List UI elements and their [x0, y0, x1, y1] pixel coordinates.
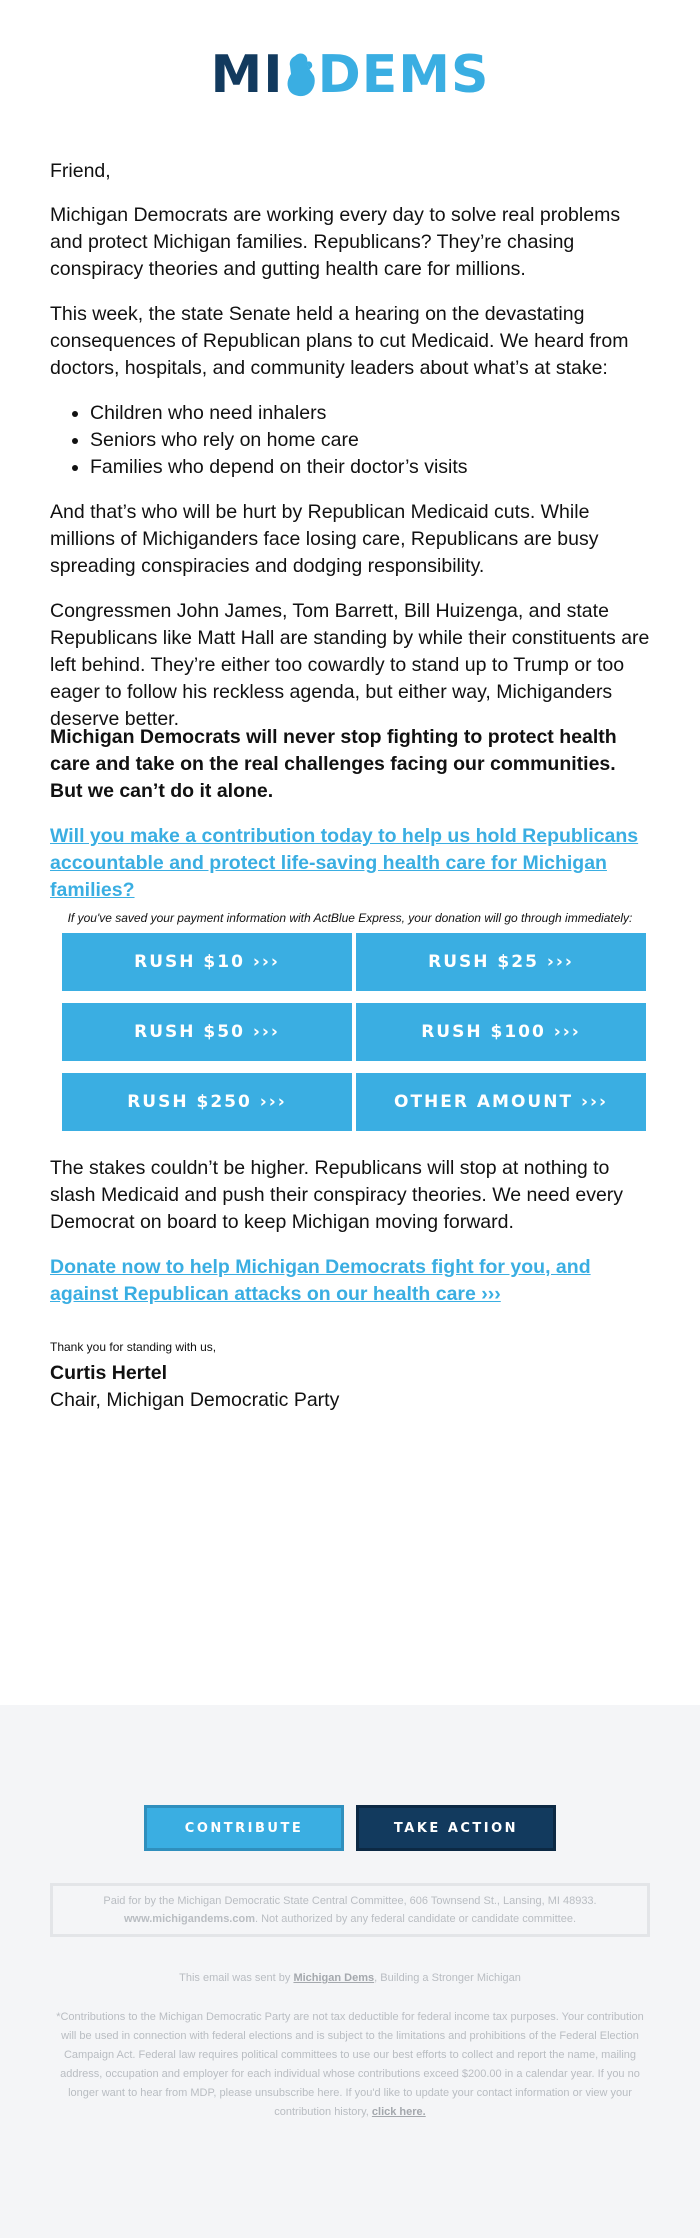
paragraph-2: This week, the state Senate held a heari…: [50, 303, 629, 379]
paid-for-disclaimer: Paid for by the Michigan Democratic Stat…: [50, 1883, 650, 1937]
click-here-link[interactable]: click here.: [371, 2106, 426, 2118]
paragraph-5-bold: Michigan Democrats will never stop fight…: [50, 726, 617, 802]
signature-name: Curtis Hertel: [50, 1362, 168, 1384]
sent-by-suffix: , Building a Stronger Michigan: [374, 1972, 521, 1984]
thank-you-line: Thank you for standing with us,: [50, 1340, 217, 1354]
paragraph-3: And that’s who will be hurt by Republica…: [50, 501, 599, 577]
disclaimer-text: *Contributions to the Michigan Democrati…: [56, 2011, 644, 2118]
sent-by-prefix: This email was sent by: [179, 1972, 294, 1984]
michigan-dems-link[interactable]: Michigan Dems: [293, 1972, 375, 1984]
email-footer: CONTRIBUTE TAKE ACTION Paid for by the M…: [0, 1705, 700, 2238]
paragraph-6: The stakes couldn’t be higher. Republica…: [50, 1157, 624, 1233]
michigan-mitten-icon: [287, 53, 315, 97]
contribution-link-paragraph: Will you make a contribution today to he…: [50, 823, 650, 904]
donate-link-paragraph: Donate now to help Michigan Democrats fi…: [50, 1254, 650, 1308]
greeting: Friend,: [50, 160, 111, 182]
bullet-list: Children who need inhalers Seniors who r…: [50, 400, 468, 481]
take-action-button[interactable]: TAKE ACTION: [356, 1805, 556, 1851]
paid-for-text-2: . Not authorized by any federal candidat…: [254, 1913, 577, 1925]
rush-100-button[interactable]: RUSH $100 ›››: [356, 1003, 646, 1061]
legal-disclaimer: *Contributions to the Michigan Democrati…: [50, 2008, 650, 2122]
website-text: www.michigandems.com: [123, 1913, 255, 1925]
rush-250-button[interactable]: RUSH $250 ›››: [62, 1073, 352, 1131]
contribution-link[interactable]: Will you make a contribution today to he…: [50, 825, 639, 901]
rush-25-button[interactable]: RUSH $25 ›››: [356, 933, 646, 991]
paid-for-text: Paid for by the Michigan Democratic Stat…: [103, 1895, 597, 1907]
contribute-button[interactable]: CONTRIBUTE: [144, 1805, 344, 1851]
logo-mi-text: MI: [210, 45, 284, 105]
donate-now-link[interactable]: Donate now to help Michigan Democrats fi…: [50, 1256, 591, 1305]
actblue-express-note: If you've saved your payment information…: [67, 911, 633, 925]
sent-by-line: This email was sent by Michigan Dems, Bu…: [0, 1969, 700, 1987]
list-item: Children who need inhalers: [90, 400, 468, 427]
rush-10-button[interactable]: RUSH $10 ›››: [62, 933, 352, 991]
paragraph-1: Michigan Democrats are working every day…: [50, 204, 621, 280]
donation-button-grid: RUSH $10 ››› RUSH $25 ››› RUSH $50 ››› R…: [62, 933, 646, 1131]
mi-dems-logo[interactable]: MI DEMS: [0, 40, 700, 110]
other-amount-button[interactable]: OTHER AMOUNT ›››: [356, 1073, 646, 1131]
paragraph-4: Congressmen John James, Tom Barrett, Bil…: [50, 600, 650, 730]
signature-title: Chair, Michigan Democratic Party: [50, 1389, 340, 1411]
logo-dems-text: DEMS: [317, 45, 490, 105]
list-item: Seniors who rely on home care: [90, 427, 468, 454]
list-item: Families who depend on their doctor’s vi…: [90, 454, 468, 481]
rush-50-button[interactable]: RUSH $50 ›››: [62, 1003, 352, 1061]
